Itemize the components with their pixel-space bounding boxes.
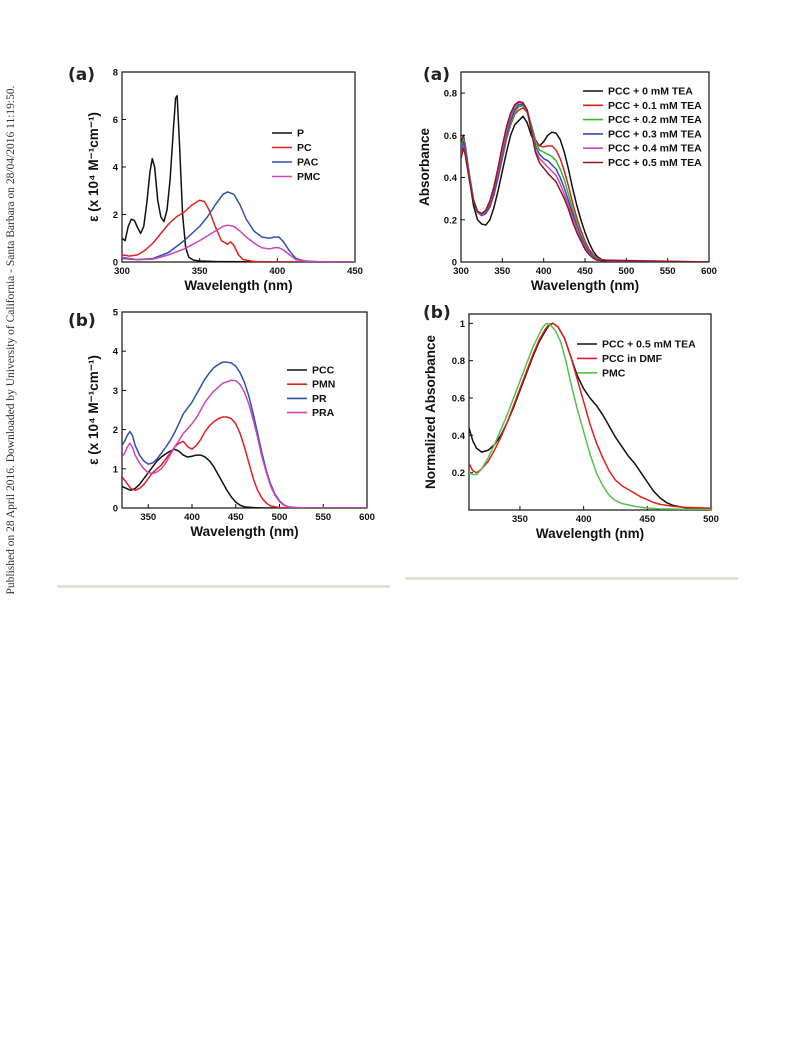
y-tick-label: 0.8	[444, 89, 457, 100]
y-tick-label: 8	[113, 68, 118, 79]
x-tick-label: 300	[114, 266, 130, 277]
y-axis-title: Absorbance	[417, 128, 432, 207]
publication-sidebar: Published on 28 April 2016. Downloaded b…	[0, 0, 22, 1039]
y-tick-label: 0.2	[452, 468, 465, 479]
y-axis-title: Normalized Absorbance	[423, 334, 438, 489]
publication-watermark: Published on 28 April 2016. Downloaded b…	[5, 85, 17, 595]
y-tick-label: 0	[113, 258, 118, 269]
legend-label: PRA	[312, 407, 335, 419]
panel-label: (b)	[423, 303, 451, 323]
legend-label: P	[297, 128, 304, 140]
x-tick-label: 350	[192, 266, 208, 277]
divider-right	[405, 577, 738, 580]
x-tick-label: 400	[536, 266, 552, 277]
y-tick-label: 2	[113, 210, 118, 221]
x-axis-title: Wavelength (nm)	[536, 526, 644, 541]
chart-panel-bottom-right: (b) 350 400 450 500 0.2 0.4 0.6 0.8 1 Wavelength (…	[415, 300, 735, 541]
y-tick-label: 0	[452, 258, 457, 269]
chart-svg: (b) 350 400 450 500 0.2 0.4 0.6 0.8 1 Wavelength (…	[423, 303, 719, 541]
series-line-1	[122, 95, 355, 262]
y-tick-label: 4	[113, 347, 119, 358]
legend-label: PCC + 0.5 mM TEA	[602, 339, 696, 351]
x-tick-label: 600	[359, 512, 375, 523]
legend-label: PCC + 0.3 mM TEA	[608, 128, 702, 140]
panel-label: (b)	[68, 311, 96, 331]
panel-label: (a)	[423, 65, 450, 85]
legend-label: PCC + 0.5 mM TEA	[608, 157, 702, 169]
x-tick-label: 500	[618, 266, 634, 277]
legend-label: PCC + 0.1 mM TEA	[608, 100, 702, 112]
y-axis-title: ε (x 10⁴ M⁻¹cm⁻¹)	[86, 355, 101, 465]
legend-label: PMC	[297, 171, 321, 183]
chart-panel-top-left: (a) 300 350 400 450 0 2 4 6 8 Wavelength (nm) ε (x …	[60, 58, 380, 293]
x-tick-label: 450	[347, 266, 363, 277]
y-tick-label: 0.6	[444, 131, 457, 142]
x-tick-label: 450	[228, 512, 244, 523]
x-axis-title: Wavelength (nm)	[190, 524, 298, 539]
plot-frame	[468, 313, 712, 511]
x-tick-label: 600	[701, 266, 717, 277]
y-tick-label: 1	[460, 319, 466, 330]
panel-label: (a)	[68, 65, 95, 85]
x-tick-label: 550	[315, 512, 331, 523]
series-line-3	[122, 191, 355, 262]
y-tick-label: 0.6	[452, 394, 465, 405]
legend-label: PMN	[312, 379, 335, 391]
series-line-3	[469, 322, 711, 510]
series-line-4	[122, 224, 355, 262]
chart-svg: (a) 300 350 400 450 500 550 600 0 0.2 0.4 0.6 0.8 Wav…	[417, 65, 717, 293]
legend-label: PR	[312, 393, 327, 405]
y-tick-label: 3	[113, 386, 118, 397]
y-tick-label: 6	[113, 115, 118, 126]
divider-left	[57, 585, 390, 588]
x-axis-title: Wavelength (nm)	[531, 278, 639, 293]
series-line-1	[122, 448, 367, 508]
series-line-4	[122, 379, 367, 508]
legend-label: PAC	[297, 157, 319, 169]
x-tick-label: 500	[703, 514, 719, 525]
chart-svg: (b) 350 400 450 500 550 600 0 1 2 3 4 5 Wavelength (n…	[68, 308, 375, 540]
y-axis-title: ε (x 10⁴ M⁻¹cm⁻¹)	[86, 112, 101, 222]
y-tick-label: 0.8	[452, 356, 465, 367]
legend-label: PMC	[602, 367, 626, 379]
x-tick-label: 450	[577, 266, 593, 277]
y-tick-label: 1	[113, 464, 119, 475]
x-tick-label: 400	[576, 514, 592, 525]
x-tick-label: 350	[512, 514, 528, 525]
x-tick-label: 350	[494, 266, 510, 277]
legend-label: PC	[297, 142, 312, 154]
y-tick-label: 4	[113, 163, 119, 174]
chart-svg: (a) 300 350 400 450 0 2 4 6 8 Wavelength (nm) ε (x …	[68, 65, 363, 293]
plot-frame	[121, 311, 368, 509]
legend-label: PCC	[312, 365, 335, 377]
x-tick-label: 550	[660, 266, 676, 277]
y-tick-label: 2	[113, 425, 118, 436]
x-tick-label: 500	[272, 512, 288, 523]
legend-label: PCC in DMF	[602, 353, 663, 365]
legend-label: PCC + 0.4 mM TEA	[608, 143, 702, 155]
y-tick-label: 0.4	[452, 431, 466, 442]
y-tick-label: 0.4	[444, 173, 458, 184]
legend-label: PCC + 0.2 mM TEA	[608, 114, 702, 126]
chart-panel-bottom-left: (b) 350 400 450 500 550 600 0 1 2 3 4 5 Wavelength (n…	[60, 300, 380, 540]
series-line-6	[461, 100, 709, 262]
x-tick-label: 400	[269, 266, 285, 277]
y-tick-label: 0.2	[444, 215, 457, 226]
plot-frame	[121, 71, 356, 263]
chart-panel-top-right: (a) 300 350 400 450 500 550 600 0 0.2 0.4 0.6 0.8 Wav…	[415, 58, 735, 293]
series-line-1	[469, 322, 711, 510]
series-line-2	[122, 416, 367, 508]
x-tick-label: 450	[639, 514, 655, 525]
x-tick-label: 400	[184, 512, 200, 523]
x-axis-title: Wavelength (nm)	[184, 278, 292, 293]
x-tick-label: 350	[140, 512, 156, 523]
series-line-5	[461, 101, 709, 262]
y-tick-label: 0	[113, 504, 118, 515]
series-line-2	[122, 199, 355, 262]
series-line-2	[469, 322, 711, 509]
legend-label: PCC + 0 mM TEA	[608, 86, 693, 98]
x-tick-label: 300	[453, 266, 469, 277]
y-tick-label: 5	[113, 308, 119, 319]
